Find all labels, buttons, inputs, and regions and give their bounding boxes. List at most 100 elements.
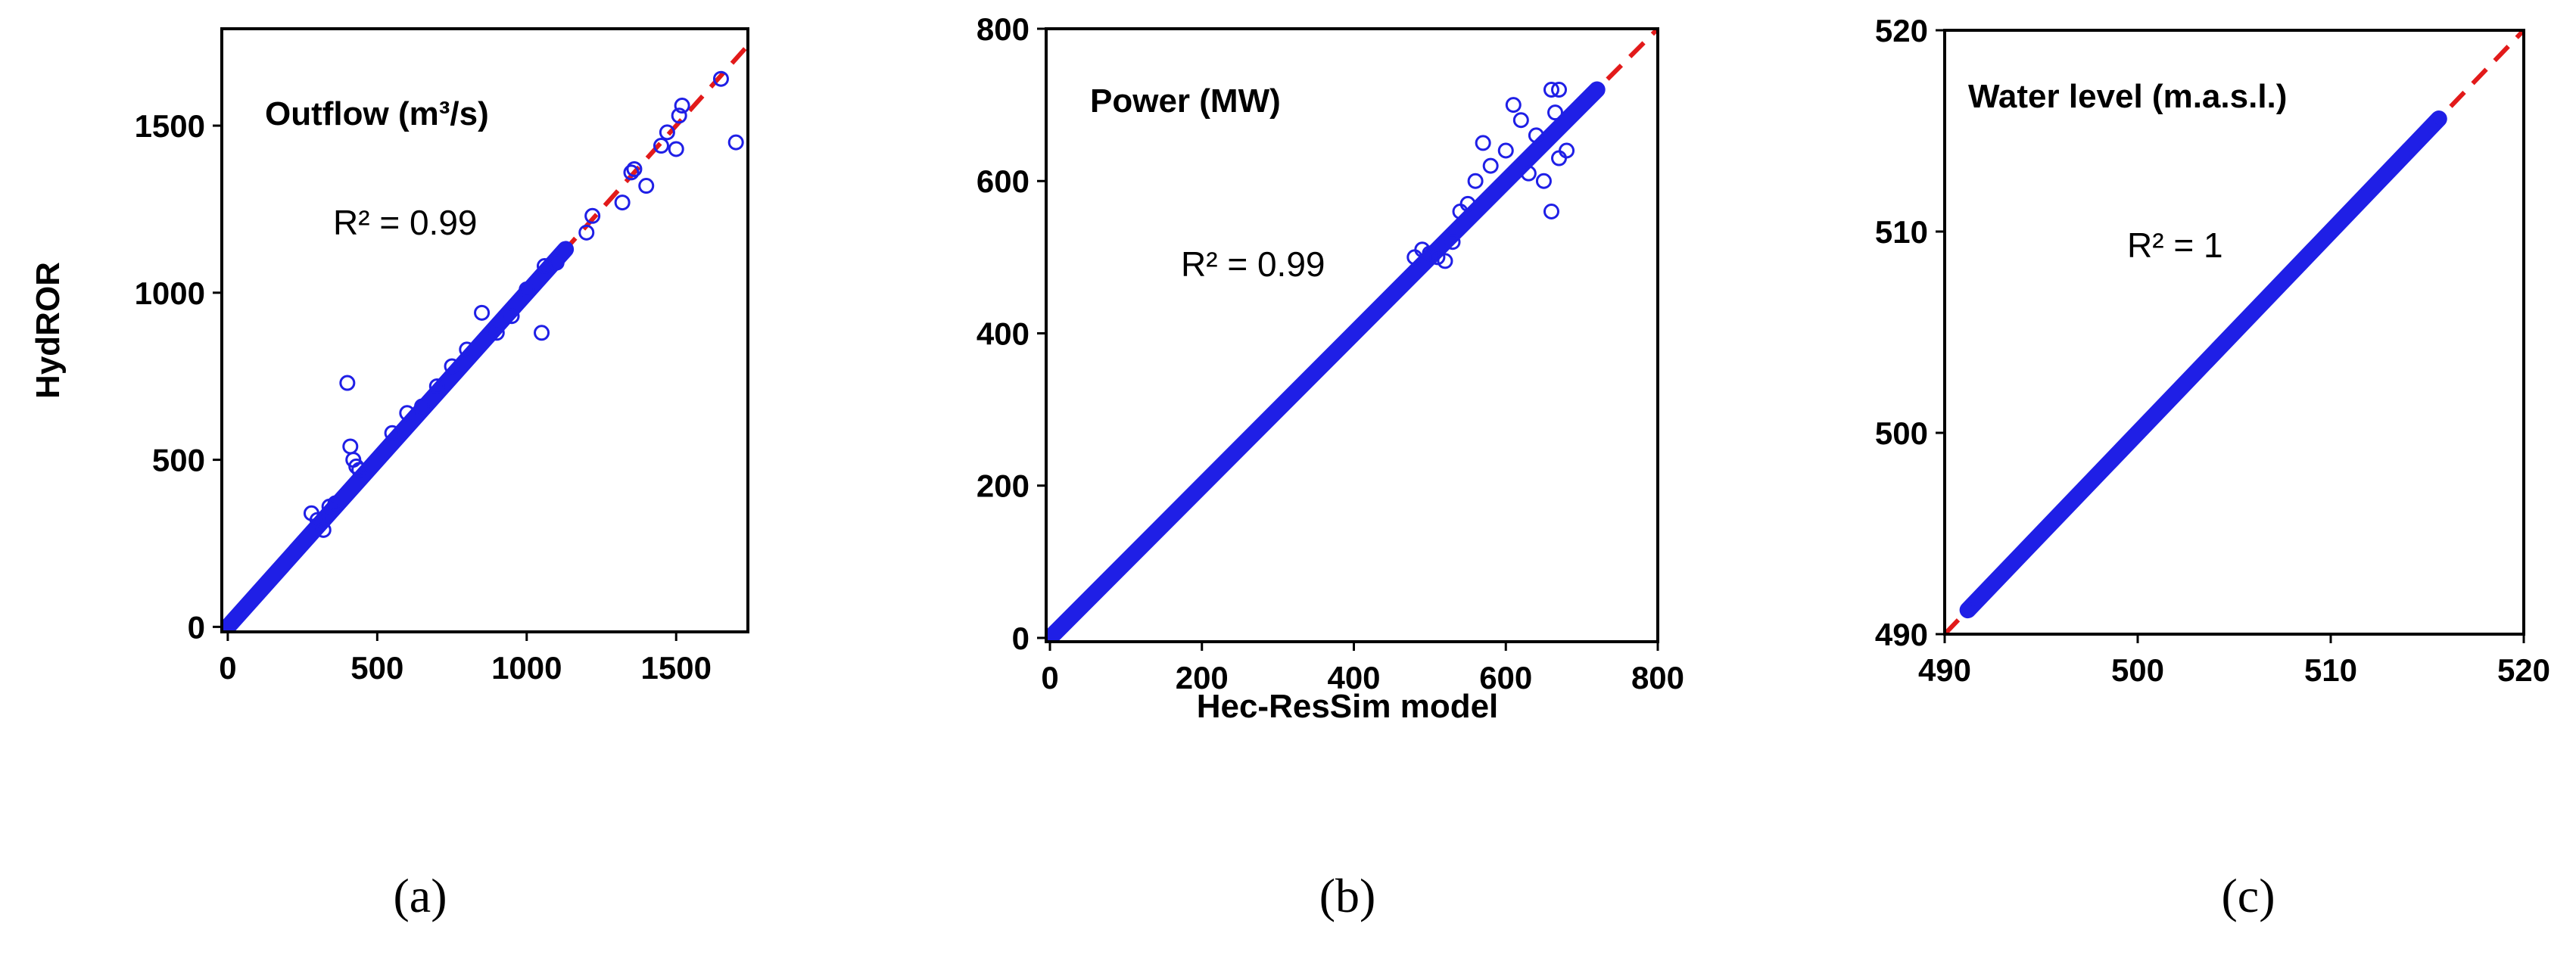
x-tick-label: 500 — [350, 650, 403, 686]
y-tick-label: 800 — [977, 11, 1029, 47]
chart-title: Power (MW) — [1090, 82, 1281, 120]
data-point — [1505, 97, 1522, 114]
r-squared-annotation: R² = 1 — [2127, 226, 2223, 265]
data-point — [399, 405, 416, 422]
panel-3: 490 500 510 520 490 500 510 520 Water level (m.a… — [1875, 13, 2550, 922]
data-point — [626, 160, 643, 177]
y-tick-label: 0 — [1012, 621, 1029, 656]
data-point — [674, 98, 690, 114]
y-tick-label: 520 — [1875, 13, 1928, 48]
data-point — [668, 141, 684, 157]
data-point — [1414, 241, 1431, 258]
data-point — [712, 70, 729, 87]
y-tick-label: 600 — [977, 163, 1029, 199]
data-point — [1543, 81, 1559, 98]
data-point — [614, 194, 631, 211]
x-tick-label: 0 — [219, 650, 236, 686]
data-point — [1497, 142, 1514, 159]
data-point — [534, 325, 550, 341]
y-tick-label: 500 — [1875, 415, 1928, 451]
r-squared-annotation: R² = 0.99 — [1181, 244, 1325, 284]
panel-label: (a) — [393, 869, 447, 922]
data-point — [351, 462, 368, 478]
data-point — [444, 358, 460, 375]
panel-label: (b) — [1319, 869, 1376, 922]
y-tick-label: 500 — [152, 443, 205, 478]
scatter-layer — [1046, 81, 1606, 642]
data-point — [519, 281, 535, 297]
scatter-layer — [1959, 110, 2447, 619]
scatter-layer — [222, 70, 744, 632]
data-point — [1437, 253, 1453, 269]
y-axis-label: HydROR — [30, 262, 67, 399]
chart-title: Water level (m.a.s.l.) — [1968, 78, 2287, 115]
x-tick-label: 0 — [1041, 660, 1058, 695]
data-point — [1422, 245, 1438, 262]
dense-points-band — [1959, 110, 2447, 619]
data-point — [1535, 173, 1552, 189]
panel-label: (c) — [2221, 869, 2275, 922]
data-point — [623, 164, 640, 181]
plot-frame — [1045, 27, 1659, 643]
data-point — [503, 308, 520, 325]
data-point — [459, 341, 475, 358]
x-tick-label: 600 — [1479, 660, 1532, 695]
data-point — [659, 124, 675, 141]
chart-title: Outflow (m³/s) — [265, 95, 489, 132]
data-point — [1475, 135, 1491, 151]
x-tick-label: 510 — [2304, 652, 2357, 688]
data-point — [1467, 173, 1484, 189]
data-point — [1528, 127, 1544, 144]
data-point — [474, 304, 491, 321]
x-tick-label: 520 — [2497, 652, 2550, 688]
y-tick-label: 510 — [1875, 214, 1928, 250]
data-point — [638, 178, 655, 194]
data-point — [1960, 602, 1976, 618]
data-point — [428, 378, 445, 394]
data-point — [1459, 195, 1476, 212]
x-tick-label: 800 — [1631, 660, 1684, 695]
x-tick-label: 500 — [2111, 652, 2164, 688]
x-tick-label: 490 — [1918, 652, 1971, 688]
data-point — [1551, 150, 1568, 166]
data-point — [578, 224, 595, 241]
data-point — [1559, 142, 1575, 159]
y-tick-label: 400 — [977, 316, 1029, 351]
y-tick-label: 490 — [1875, 617, 1928, 652]
data-point — [1444, 234, 1461, 250]
data-point — [342, 438, 359, 455]
data-point — [2431, 110, 2447, 127]
plot-frame — [220, 27, 749, 633]
data-point — [584, 207, 601, 224]
data-point — [327, 495, 344, 512]
data-point — [1543, 203, 1559, 219]
data-point — [1482, 157, 1499, 174]
data-point — [1551, 81, 1568, 98]
panel-2: 0 200 400 600 800 0 200 400 600 800 Power (MW) R² =… — [977, 11, 1684, 922]
data-point — [488, 325, 505, 341]
r-squared-annotation: R² = 0.99 — [333, 203, 478, 242]
data-point — [653, 138, 669, 154]
y-tick-label: 1500 — [135, 108, 205, 144]
x-tick-label: 400 — [1327, 660, 1380, 695]
plot-frame — [1943, 29, 2525, 636]
dense-points-band — [1046, 81, 1606, 642]
data-point — [1429, 249, 1446, 266]
x-tick-label: 1500 — [641, 650, 712, 686]
x-tick-label: 1000 — [491, 650, 562, 686]
y-tick-label: 0 — [188, 609, 205, 645]
data-point — [1547, 104, 1563, 121]
data-point — [548, 254, 565, 271]
x-tick-label: 200 — [1176, 660, 1229, 695]
data-point — [348, 458, 365, 474]
x-axis-label: Hec-ResSim model — [1197, 688, 1499, 725]
data-point — [315, 521, 332, 538]
data-point — [414, 398, 431, 415]
data-point — [1520, 165, 1537, 182]
data-point — [339, 375, 356, 391]
data-point — [1512, 112, 1529, 129]
data-point — [384, 425, 400, 441]
y-tick-label: 200 — [977, 468, 1029, 504]
y-tick-label: 1000 — [135, 275, 205, 311]
